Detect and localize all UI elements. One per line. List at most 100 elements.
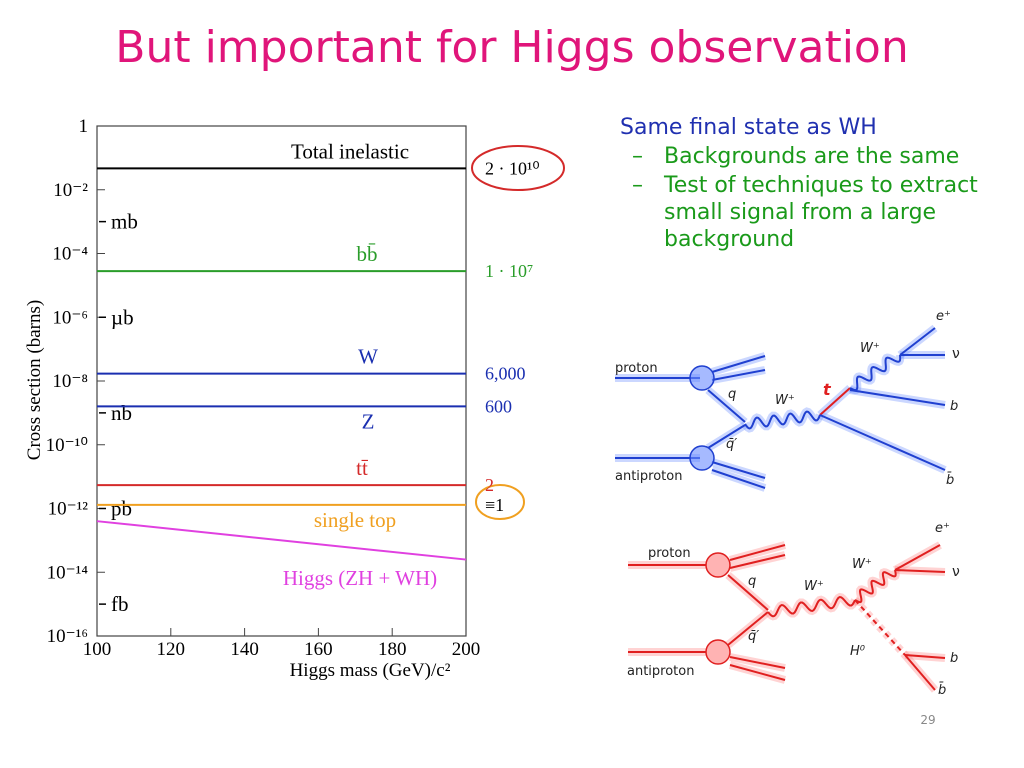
x-tick-label: 180 <box>378 639 407 660</box>
particle-line <box>711 469 766 489</box>
particle-line <box>767 595 856 618</box>
proton-blob <box>689 365 715 391</box>
particle-label: q <box>728 387 736 402</box>
series-label: tt̄ <box>356 456 369 480</box>
series-line <box>96 520 467 561</box>
particle-line <box>729 554 786 569</box>
x-tick-label: 140 <box>230 639 259 660</box>
particle-label: b̄ <box>938 683 946 698</box>
sub-bullet-text: Backgrounds are the same <box>664 144 960 169</box>
bullet: Same final state as WH <box>620 115 877 140</box>
x-tick-label: 160 <box>304 639 333 660</box>
particle-line <box>904 654 946 659</box>
sub-bullet: – Backgrounds are the same <box>632 144 960 169</box>
particle-label: q̄′ <box>726 437 737 452</box>
series-label: Z <box>362 409 375 433</box>
particle-line <box>711 461 766 479</box>
particle-line <box>727 574 769 611</box>
y-tick-label: 10⁻¹² <box>48 499 89 520</box>
particle-line <box>729 664 786 681</box>
particle-label: t <box>823 380 832 399</box>
particle-label: H⁰ <box>850 644 866 659</box>
series-label: Total inelastic <box>291 139 409 163</box>
particle-line <box>727 611 769 646</box>
particle-line <box>894 544 941 571</box>
particle-label: b̄ <box>946 473 954 488</box>
series-label: bb̄ <box>357 242 378 266</box>
proton-blob <box>705 552 731 578</box>
particle-line <box>894 569 946 573</box>
unit-label: nb <box>111 401 132 425</box>
x-tick-label: 100 <box>83 639 112 660</box>
particle-line <box>819 414 946 471</box>
sub-bullet-text: Test of techniques to extract small sign… <box>664 173 978 252</box>
page-number: 29 <box>920 713 935 727</box>
side-label: ≡1 <box>485 495 504 515</box>
particle-line <box>854 569 897 604</box>
y-tick-label: 10⁻⁸ <box>52 371 88 392</box>
particle-line <box>707 389 746 423</box>
particle-line <box>729 656 786 669</box>
side-label: 2 · 10¹⁰ <box>485 158 540 178</box>
side-label: 2 <box>485 475 494 495</box>
highlight-circle <box>475 484 525 520</box>
slide-title: But important for Higgs observation <box>115 22 908 73</box>
series-label: W <box>358 345 378 369</box>
particle-label: proton <box>648 546 691 561</box>
particle-line <box>849 389 946 406</box>
particle-line <box>744 410 821 430</box>
feynman-diagrams: proton antiproton q q̄′ W⁺ t W⁺ e⁺ ν b b̄ proton ant… <box>615 309 960 698</box>
x-tick-label: 200 <box>452 639 481 660</box>
particle-line <box>904 654 936 691</box>
particle-line <box>849 354 902 392</box>
particle-label: e⁺ <box>936 309 951 324</box>
particle-label: antiproton <box>615 469 682 484</box>
proton-blob <box>705 639 731 665</box>
particle-label: ν <box>952 564 960 580</box>
particle-label: b <box>950 399 958 414</box>
particle-line <box>711 355 766 373</box>
particle-line <box>854 599 906 656</box>
y-tick-label: 10⁻¹⁶ <box>47 626 88 647</box>
particle-glow <box>764 592 859 621</box>
series-label: single top <box>314 508 396 532</box>
sub-bullet: – Test of techniques to extract small sig… <box>632 173 978 252</box>
particle-label: ν <box>952 346 960 362</box>
particle-label: b <box>950 651 958 666</box>
y-tick-label: 10⁻⁴ <box>52 244 88 265</box>
side-label: 1 · 10⁷ <box>485 261 533 281</box>
particle-label: proton <box>615 361 658 376</box>
particle-label: e⁺ <box>935 521 950 536</box>
particle-label: W⁺ <box>804 579 824 594</box>
y-tick-label: 10⁻² <box>53 180 88 201</box>
particle-glow <box>741 407 824 433</box>
side-label: 600 <box>485 396 512 416</box>
series-label: Higgs (ZH + WH) <box>283 566 437 590</box>
particle-line <box>707 424 746 449</box>
particle-label: antiproton <box>627 664 694 679</box>
side-label: 6,000 <box>485 364 526 384</box>
y-tick-label: 1 <box>79 116 89 137</box>
highlight-circle <box>471 145 565 191</box>
bullet-list: Same final state as WH – Backgrounds are … <box>620 114 1010 253</box>
plot-frame <box>96 125 467 637</box>
y-tick-label: 10⁻¹⁴ <box>47 562 89 583</box>
particle-line <box>711 369 766 381</box>
particle-label: W⁺ <box>775 393 795 408</box>
proton-blob <box>689 445 715 471</box>
particle-label: W⁺ <box>852 557 872 572</box>
y-tick-label: 10⁻¹⁰ <box>46 435 88 456</box>
particle-label: q̄′ <box>748 629 759 644</box>
particle-line <box>729 544 786 561</box>
y-axis-label: Cross section (barns) <box>24 300 45 460</box>
unit-label: µb <box>111 305 134 329</box>
unit-label: pb <box>111 497 132 521</box>
y-tick-label: 10⁻⁶ <box>52 307 88 328</box>
particle-line <box>819 387 851 416</box>
particle-line <box>899 327 936 356</box>
unit-label: fb <box>111 592 129 616</box>
particle-label: q <box>748 574 756 589</box>
unit-label: mb <box>111 210 138 234</box>
